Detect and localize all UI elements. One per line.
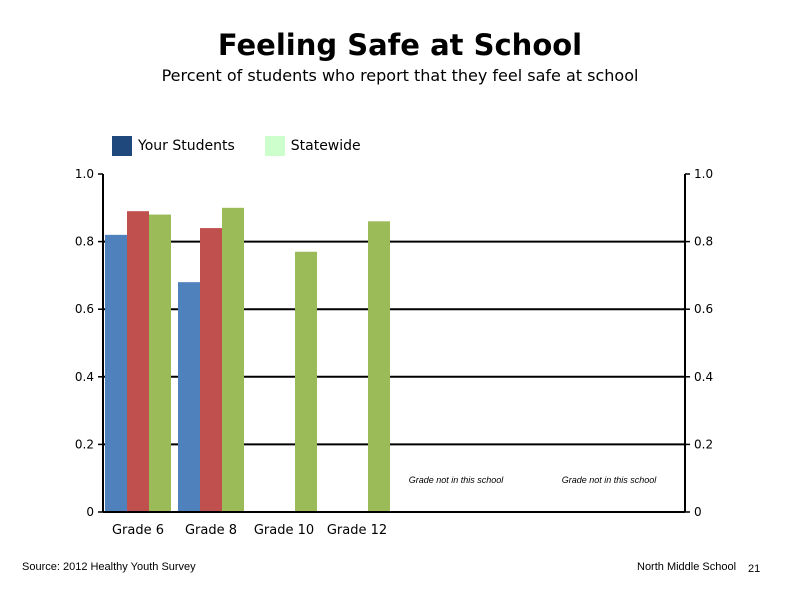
y-tick-label-right: 0.6 [694, 302, 713, 316]
bar [149, 214, 171, 512]
bar [200, 228, 222, 512]
y-tick-label-left: 1.0 [75, 167, 94, 181]
bar [105, 234, 127, 512]
legend-label-statewide: Statewide [290, 138, 361, 154]
legend-swatch-your-students [112, 136, 132, 156]
y-tick-label-left: 0.8 [75, 235, 94, 249]
y-tick-label-right: 0.2 [694, 437, 713, 451]
y-tick-label-right: 1.0 [694, 167, 713, 181]
y-tick-label-left: 0.4 [75, 370, 94, 384]
bar [368, 221, 390, 512]
x-tick-label: Grade 8 [185, 523, 237, 538]
note-grade-not-in-school-2: Grade not in this school [561, 475, 657, 485]
bar [222, 207, 244, 513]
bar [127, 211, 149, 512]
source-note: Source: 2012 Healthy Youth Survey [22, 561, 196, 573]
legend-label-your-students: Your Students [138, 138, 235, 154]
legend-swatch-statewide [264, 136, 285, 156]
x-tick-label: Grade 12 [327, 523, 387, 538]
y-tick-label-right: 0.8 [694, 235, 713, 249]
y-tick-label-left: 0 [86, 505, 94, 519]
y-tick-label-right: 0.4 [694, 370, 713, 384]
bar [295, 251, 317, 513]
x-tick-label: Grade 10 [254, 523, 314, 538]
x-tick-label: Grade 6 [112, 523, 164, 538]
legend-item-statewide: Statewide [264, 136, 361, 156]
legend: Your Students Statewide [112, 135, 391, 157]
legend-item-your-students: Your Students [112, 136, 235, 156]
bar [178, 282, 200, 512]
y-tick-label-right: 0 [694, 505, 702, 519]
school-name: North Middle School [637, 561, 737, 573]
y-tick-label-left: 0.2 [75, 437, 94, 451]
y-tick-label-left: 0.6 [75, 302, 94, 316]
note-grade-not-in-school-1: Grade not in this school [408, 475, 504, 485]
chart-title: Feeling Safe at School [217, 28, 583, 62]
chart-subtitle: Percent of students who report that they… [161, 66, 639, 85]
page-number: 21 [748, 563, 761, 575]
